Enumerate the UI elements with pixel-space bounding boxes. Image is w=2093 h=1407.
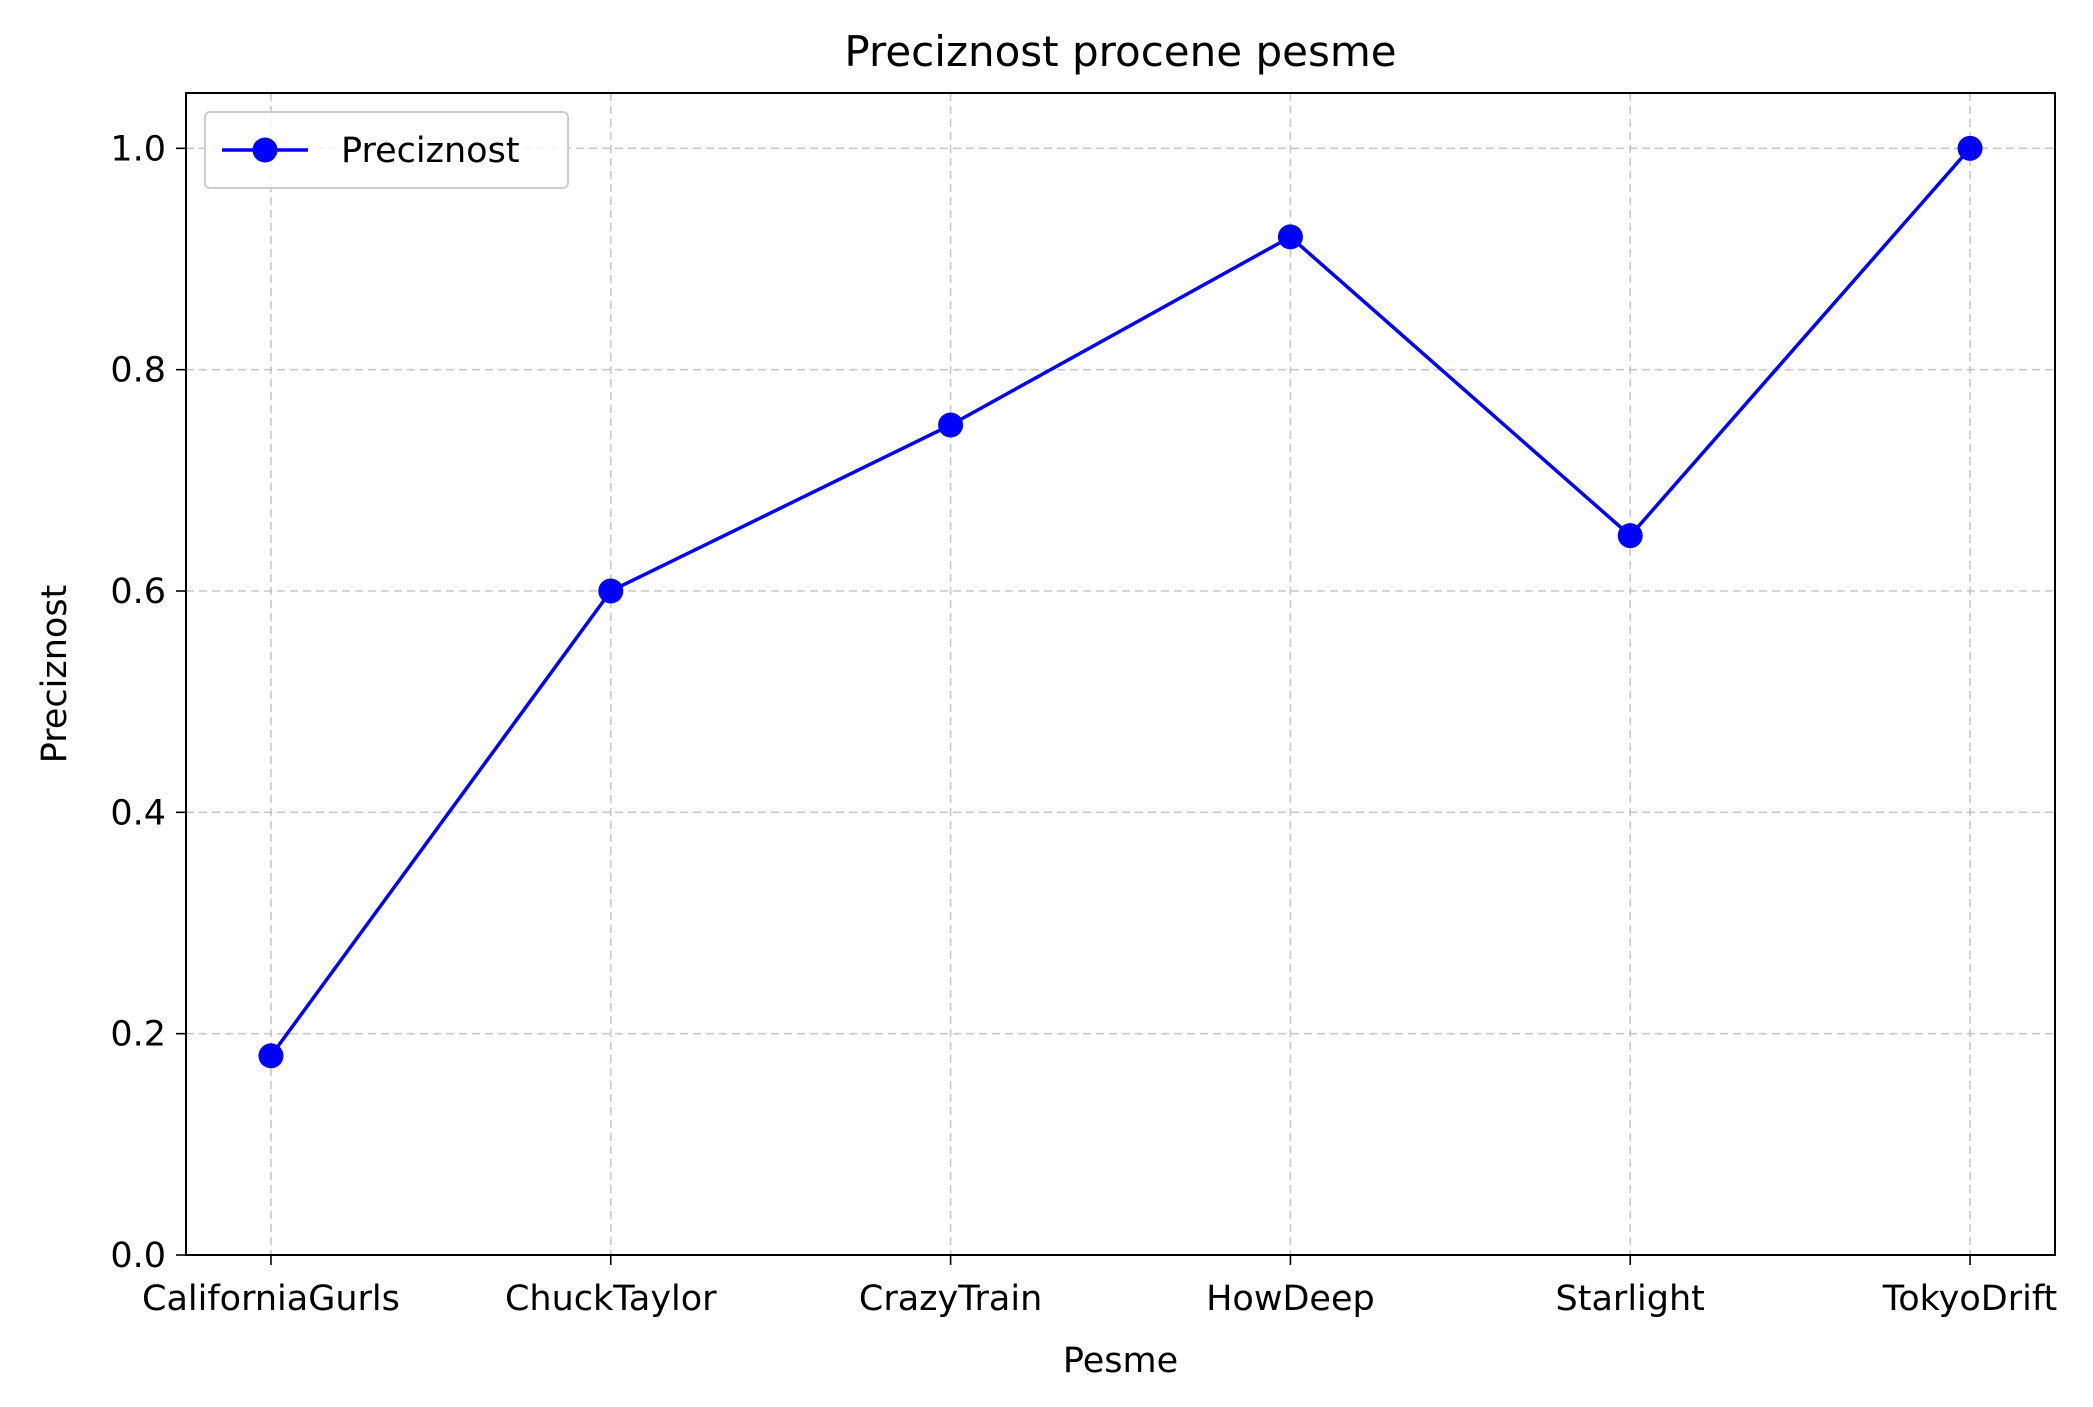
data-point <box>258 1043 284 1069</box>
y-axis-label: Preciznost <box>35 585 75 764</box>
data-point <box>598 578 624 604</box>
x-tick-label: CaliforniaGurls <box>142 1279 400 1319</box>
series-line <box>269 147 1972 1057</box>
x-tick-label: HowDeep <box>1206 1279 1375 1319</box>
data-point <box>938 412 964 438</box>
data-point <box>1617 523 1643 549</box>
data-point <box>1277 224 1303 250</box>
legend-marker-swatch <box>252 137 278 163</box>
chart-title: Preciznost procene pesme <box>844 27 1396 76</box>
legend: Preciznost <box>204 111 569 189</box>
y-tick-label: 0.2 <box>110 1015 166 1055</box>
legend-label: Preciznost <box>341 131 520 171</box>
legend-box <box>204 111 569 189</box>
y-tick-label: 0.6 <box>110 572 166 612</box>
x-axis-ticks: CaliforniaGurls ChuckTaylor CrazyTrain HowD… <box>142 1255 2057 1319</box>
y-tick-label: 0.0 <box>110 1236 166 1276</box>
series-layer <box>258 135 1983 1069</box>
x-tick-label: Starlight <box>1556 1279 1705 1319</box>
x-tick-label: TokyoDrift <box>1882 1279 2058 1319</box>
y-tick-label: 1.0 <box>110 129 166 169</box>
x-tick-label: ChuckTaylor <box>505 1279 717 1319</box>
y-axis-ticks: 0.0 0.2 0.4 0.6 0.8 1.0 <box>110 129 186 1276</box>
data-point <box>1957 135 1983 161</box>
y-tick-label: 0.8 <box>110 351 166 391</box>
x-axis-label: Pesme <box>1063 1341 1178 1381</box>
plot-frame <box>185 92 2056 1256</box>
x-tick-label: CrazyTrain <box>859 1279 1042 1319</box>
y-tick-label: 0.4 <box>110 793 166 833</box>
